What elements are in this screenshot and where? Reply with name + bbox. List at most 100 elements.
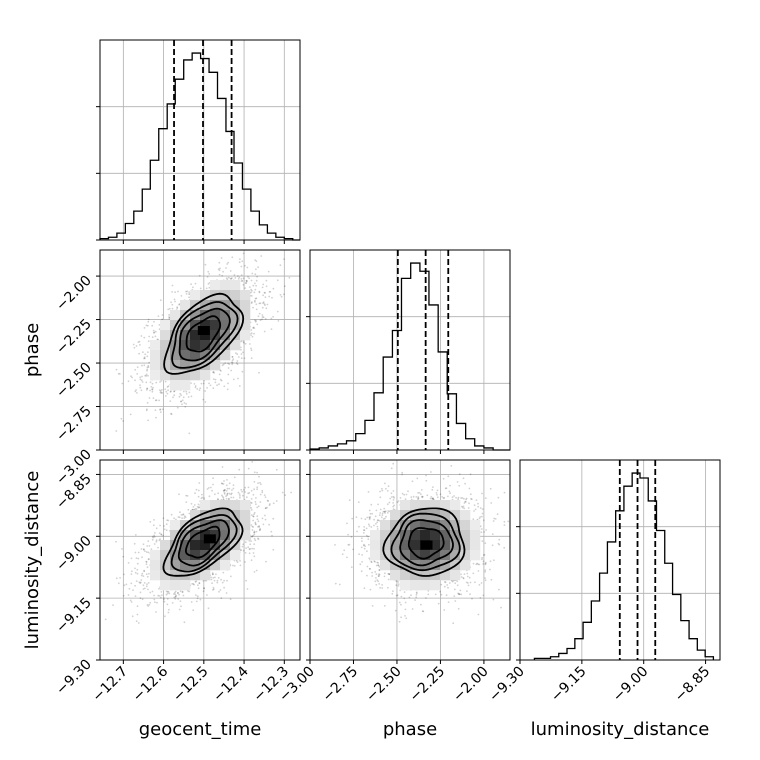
- sample-point: [174, 595, 177, 598]
- sample-point: [448, 490, 451, 493]
- sample-point: [212, 588, 215, 590]
- sample-point: [253, 537, 256, 540]
- sample-point: [130, 557, 133, 560]
- sample-point: [198, 389, 201, 391]
- sample-point: [139, 344, 141, 346]
- sample-point: [146, 575, 149, 578]
- sample-point: [267, 500, 269, 502]
- sample-point: [197, 584, 199, 587]
- sample-point: [240, 274, 243, 276]
- sample-point: [146, 387, 149, 390]
- sample-point: [147, 351, 149, 354]
- sample-point: [284, 494, 287, 497]
- sample-point: [248, 277, 251, 280]
- sample-point: [259, 527, 262, 530]
- sample-point: [142, 543, 145, 546]
- sample-point: [365, 534, 368, 537]
- x-tick-label-geocent_time: −12.5: [170, 664, 212, 706]
- sample-point: [217, 498, 219, 500]
- sample-point: [435, 492, 438, 494]
- sample-point: [223, 579, 226, 582]
- density-cell: [470, 550, 481, 561]
- sample-point: [290, 491, 292, 494]
- sample-point: [218, 273, 221, 276]
- sample-point: [227, 362, 230, 365]
- sample-point: [449, 484, 451, 487]
- sample-point: [264, 507, 267, 510]
- sample-point: [198, 582, 201, 585]
- sample-point: [381, 512, 384, 515]
- sample-point: [437, 602, 440, 605]
- sample-point: [254, 297, 257, 300]
- density-cell: [210, 320, 221, 331]
- density-cell: [240, 530, 251, 541]
- density-cell: [430, 520, 441, 531]
- sample-point: [398, 601, 401, 604]
- sample-point: [163, 525, 166, 527]
- sample-point: [134, 595, 137, 597]
- sample-point: [138, 340, 141, 343]
- sample-point: [366, 565, 369, 568]
- sample-point: [388, 501, 391, 504]
- sample-point: [387, 485, 390, 488]
- sample-point: [245, 547, 248, 549]
- sample-point: [463, 507, 466, 510]
- sample-point: [243, 489, 245, 491]
- sample-point: [146, 408, 148, 411]
- sample-point: [514, 526, 516, 528]
- sample-point: [254, 282, 256, 285]
- sample-point: [154, 330, 157, 333]
- x-tick-label-luminosity_distance: −8.85: [672, 664, 714, 706]
- sample-point: [263, 303, 266, 305]
- sample-point: [392, 490, 395, 492]
- sample-point: [136, 366, 139, 368]
- density-cell: [430, 500, 441, 511]
- density-cell: [160, 330, 171, 341]
- sample-point: [346, 556, 348, 559]
- sample-point: [357, 501, 360, 503]
- sample-point: [240, 353, 243, 355]
- sample-point: [381, 587, 384, 589]
- sample-point: [453, 495, 455, 497]
- sample-point: [367, 538, 370, 540]
- sample-point: [140, 335, 143, 337]
- sample-point: [469, 493, 472, 496]
- sample-point: [421, 495, 423, 498]
- sample-point: [207, 487, 210, 489]
- density-cell: [220, 530, 231, 541]
- sample-point: [194, 385, 197, 387]
- sample-point: [159, 391, 162, 394]
- sample-point: [139, 582, 142, 584]
- sample-point: [475, 563, 478, 566]
- density-cell: [400, 580, 411, 591]
- sample-point: [216, 581, 219, 584]
- sample-point: [362, 532, 365, 534]
- sample-point: [392, 502, 394, 504]
- panel-frame: [99, 459, 301, 661]
- sample-point: [236, 363, 239, 365]
- sample-point: [244, 486, 247, 489]
- sample-point: [236, 561, 239, 564]
- sample-point: [477, 563, 480, 566]
- sample-point: [255, 268, 257, 271]
- y-tick-label-phase: −2.75: [53, 403, 95, 445]
- density-cell: [420, 500, 431, 511]
- sample-point: [503, 546, 506, 549]
- sample-point: [151, 388, 154, 391]
- sample-point: [217, 498, 219, 501]
- density-cell: [180, 580, 191, 591]
- sample-point: [148, 397, 151, 399]
- sample-point: [207, 607, 210, 610]
- sample-point: [238, 245, 240, 247]
- sample-point: [221, 274, 224, 277]
- density-cell: [220, 540, 231, 551]
- sample-point: [171, 291, 174, 293]
- sample-point: [239, 495, 241, 497]
- sample-point: [222, 489, 225, 492]
- sample-point: [139, 384, 141, 386]
- sample-point: [130, 601, 133, 603]
- sample-point: [268, 523, 270, 526]
- sample-point: [133, 542, 136, 545]
- sample-point: [250, 295, 253, 297]
- sample-point: [439, 493, 442, 496]
